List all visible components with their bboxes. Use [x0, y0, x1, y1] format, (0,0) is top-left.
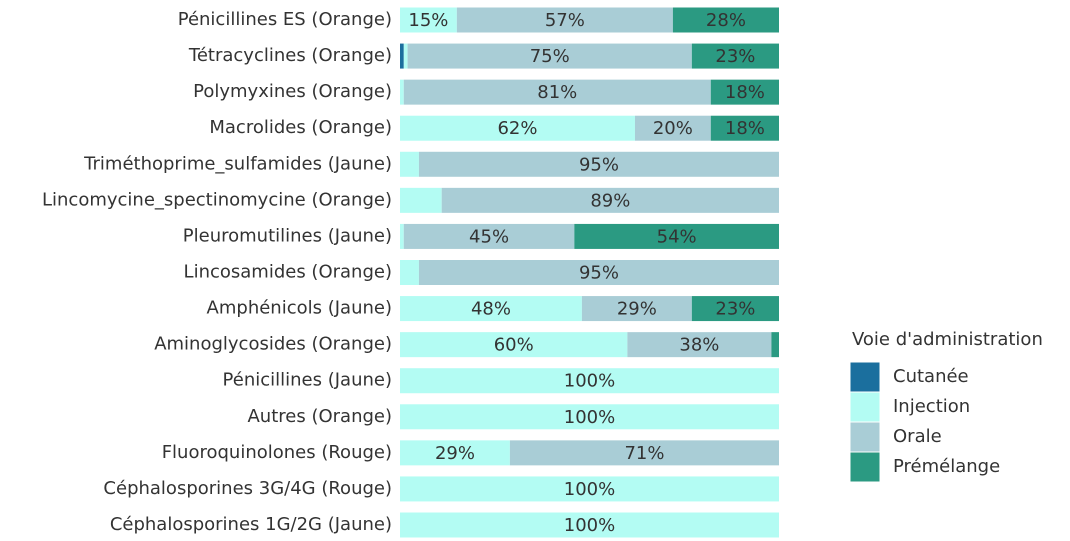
data-label: 54%	[657, 226, 697, 247]
legend-swatch	[849, 421, 881, 453]
data-label: 100%	[564, 371, 615, 392]
data-label: 23%	[715, 46, 755, 67]
y-tick-label: Céphalosporines 1G/2G (Jaune)	[110, 514, 392, 535]
data-label: 81%	[537, 82, 577, 103]
bar-segment	[691, 296, 779, 322]
bar-segment	[400, 368, 779, 394]
y-tick-label: Amphénicols (Jaune)	[207, 298, 392, 319]
y-tick-label: Aminoglycosides (Orange)	[154, 334, 392, 355]
bar-segment	[400, 115, 635, 141]
data-label: 45%	[469, 226, 509, 247]
y-tick-label: Lincosamides (Orange)	[184, 262, 392, 283]
bar-segment	[400, 440, 510, 466]
data-label: 95%	[579, 263, 619, 284]
data-label: 38%	[679, 335, 719, 356]
bar-segment	[403, 43, 408, 69]
data-label: 100%	[564, 479, 615, 500]
data-label: 100%	[564, 407, 615, 428]
bar-segment	[400, 223, 404, 249]
y-tick-label: Pénicillines ES (Orange)	[178, 9, 392, 30]
bar-segment	[710, 79, 779, 105]
bar-segment	[581, 296, 692, 322]
data-label: 29%	[435, 443, 475, 464]
bar-segment	[400, 151, 419, 177]
data-label: 60%	[494, 335, 534, 356]
bar-segment	[400, 512, 779, 538]
data-label: 28%	[706, 10, 746, 31]
legend-label: Prémélange	[893, 456, 1000, 477]
bar-segment	[691, 43, 779, 69]
y-tick-label: Céphalosporines 3G/4G (Rouge)	[103, 478, 392, 499]
legend-swatch	[849, 391, 881, 423]
y-tick-label: Triméthoprime_sulfamides (Jaune)	[83, 153, 392, 174]
data-label: 71%	[624, 443, 664, 464]
bar-segment	[418, 151, 779, 177]
data-label: 95%	[579, 154, 619, 175]
data-label: 18%	[725, 82, 765, 103]
bar-segment	[418, 260, 779, 285]
legend-swatch	[849, 361, 881, 393]
y-tick-label: Polymyxines (Orange)	[193, 81, 392, 102]
legend-label: Orale	[893, 426, 942, 447]
bar-segment	[400, 7, 457, 33]
bar-segment	[400, 332, 628, 358]
bar-segment	[400, 79, 404, 105]
data-label: 62%	[497, 118, 537, 139]
data-label: 29%	[617, 299, 657, 320]
y-tick-label: Tétracyclines (Orange)	[188, 45, 392, 66]
bar-segment	[441, 187, 779, 213]
bar-segment	[710, 115, 779, 141]
data-label: 23%	[715, 299, 755, 320]
data-label: 15%	[408, 10, 448, 31]
legend-label: Cutanée	[893, 366, 969, 387]
bar-segment	[400, 187, 442, 213]
bar-segment	[400, 43, 404, 69]
bar-segment	[627, 332, 772, 358]
bar-segment	[400, 260, 419, 285]
bar-segment	[456, 7, 673, 33]
bar-segment	[574, 223, 779, 249]
data-label: 48%	[471, 299, 511, 320]
y-tick-label: Autres (Orange)	[247, 406, 392, 427]
bar-segment	[403, 79, 711, 105]
bar-segment	[634, 115, 711, 141]
y-tick-label: Fluoroquinolones (Rouge)	[162, 442, 392, 463]
bar-segment	[672, 7, 779, 33]
legend-swatch	[849, 451, 881, 483]
data-label: 18%	[725, 118, 765, 139]
bar-segment	[400, 476, 779, 502]
bar-segment	[400, 404, 779, 430]
bar-segment	[407, 43, 692, 69]
y-tick-label: Lincomycine_spectinomycine (Orange)	[42, 189, 392, 210]
y-tick-label: Pénicillines (Jaune)	[223, 370, 392, 391]
legend-title: Voie d'administration	[852, 329, 1043, 350]
data-label: 75%	[530, 46, 570, 67]
bar-segment	[400, 296, 582, 322]
data-label: 100%	[564, 515, 615, 536]
y-tick-label: Macrolides (Orange)	[209, 117, 392, 138]
bar-segment	[771, 332, 779, 358]
data-label: 57%	[545, 10, 585, 31]
data-label: 89%	[590, 190, 630, 211]
legend-label: Injection	[893, 396, 970, 417]
bar-segment	[509, 440, 779, 466]
y-tick-label: Pleuromutilines (Jaune)	[183, 225, 392, 246]
bar-segment	[403, 223, 575, 249]
data-label: 20%	[653, 118, 693, 139]
